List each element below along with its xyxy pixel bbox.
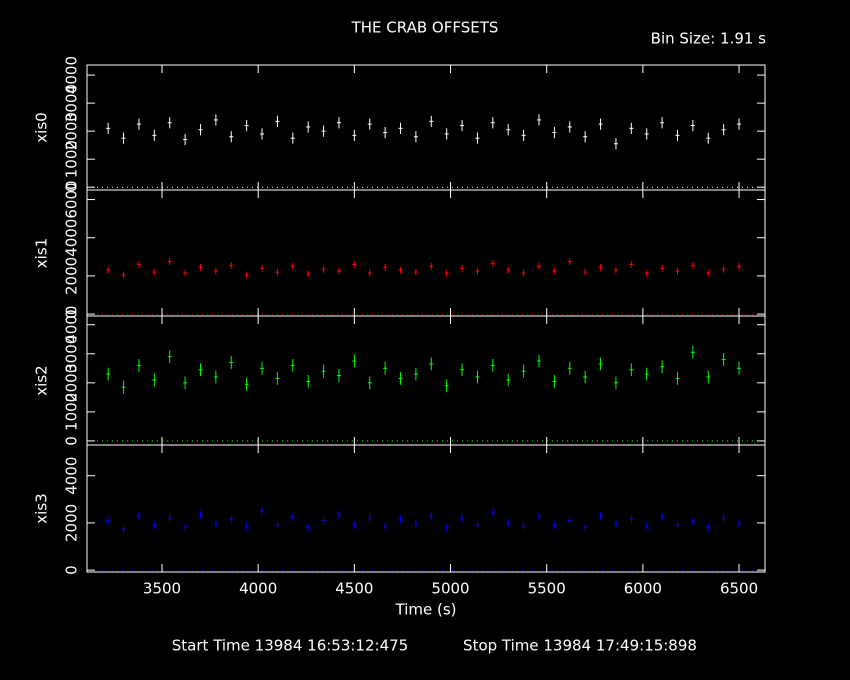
y-tick-label: 2000 [63,112,81,150]
y-tick-label: 3000 [63,335,81,373]
y-tick-label: 3000 [63,84,81,122]
y-tick-label: 2000 [63,364,81,402]
x-tick-label: 6500 [720,580,758,598]
panel-frame [86,315,766,446]
panel-frame [86,64,766,191]
y-tick-label: 0 [63,565,81,575]
x-tick-label: 4500 [335,580,373,598]
panel-frame [86,444,766,573]
x-tick-label: 5000 [431,580,469,598]
stop-time: Stop Time 13984 17:49:15:898 [463,637,697,655]
bin-size: Bin Size: 1.91 s [651,30,767,48]
x-tick-label: 5500 [528,580,566,598]
y-axis-label: xis0 [33,112,51,142]
y-tick-label: 2000 [63,257,81,295]
y-tick-label: 4000 [63,56,81,94]
y-tick-label: 6000 [63,180,81,218]
y-tick-label: 1000 [63,393,81,431]
y-tick-label: 0 [63,436,81,446]
y-tick-label: 1000 [63,140,81,178]
x-tick-label: 4000 [239,580,277,598]
chart-title: THE CRAB OFFSETS [351,19,499,37]
y-tick-label: 4000 [63,306,81,344]
panel-frame [86,189,766,317]
x-tick-label: 6000 [624,580,662,598]
y-axis-label: xis3 [33,493,51,523]
y-tick-label: 0 [63,309,81,319]
y-tick-label: 4000 [63,219,81,257]
y-tick-label: 0 [63,182,81,192]
y-axis-label: xis1 [33,238,51,268]
y-tick-label: 2000 [63,504,81,542]
start-time: Start Time 13984 16:53:12:475 [172,637,408,655]
x-axis-label: Time (s) [395,601,457,619]
x-tick-label: 3500 [143,580,181,598]
y-tick-label: 4000 [63,457,81,495]
y-axis-label: xis2 [33,365,51,395]
